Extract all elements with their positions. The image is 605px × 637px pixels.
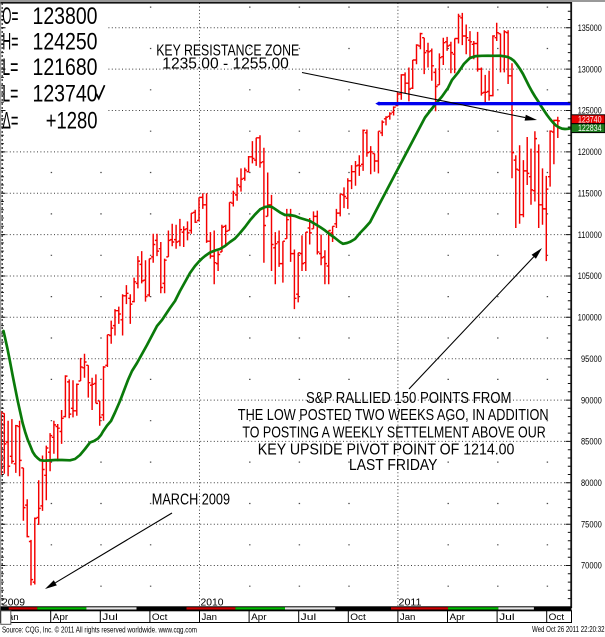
svg-text:THE LOW POSTED TWO WEEKS AGO,: THE LOW POSTED TWO WEEKS AGO, IN ADDITIO… — [238, 407, 549, 424]
svg-text:Jul: Jul — [102, 612, 118, 622]
svg-text:135000: 135000 — [578, 23, 602, 33]
svg-text:80000: 80000 — [581, 478, 602, 488]
svg-text:Jul: Jul — [499, 612, 515, 622]
svg-text:S&P RALLIED 150 POINTS FROM: S&P RALLIED 150 POINTS FROM — [306, 390, 512, 407]
svg-text:70000: 70000 — [581, 561, 602, 571]
svg-text:2011: 2011 — [399, 598, 422, 609]
svg-text:Wed Oct 26 2011 22:20:32: Wed Oct 26 2011 22:20:32 — [532, 624, 605, 634]
svg-text:MARCH 2009: MARCH 2009 — [152, 492, 230, 509]
svg-text:KEY UPSIDE PIVOT POINT OF 1214: KEY UPSIDE PIVOT POINT OF 1214.00 — [258, 441, 515, 458]
svg-text:75000: 75000 — [581, 519, 602, 529]
svg-text:Apr: Apr — [53, 612, 69, 622]
svg-text:L=: L= — [2, 80, 18, 107]
svg-text:110000: 110000 — [578, 230, 602, 240]
svg-text:85000: 85000 — [581, 437, 602, 447]
svg-text:+1280: +1280 — [46, 107, 98, 134]
svg-text:Source: CQG, Inc. © 2011 All r: Source: CQG, Inc. © 2011 All rights rese… — [2, 625, 197, 635]
svg-text:95000: 95000 — [581, 354, 602, 364]
svg-text:123800: 123800 — [33, 3, 98, 30]
svg-text:Oct: Oct — [350, 612, 366, 622]
svg-text:1235.00 - 1255.00: 1235.00 - 1255.00 — [162, 56, 289, 73]
svg-text:Apr: Apr — [251, 612, 267, 622]
svg-text:90000: 90000 — [581, 395, 602, 405]
svg-text:Oct: Oct — [549, 612, 565, 622]
svg-text:LAST FRIDAY: LAST FRIDAY — [349, 457, 438, 474]
svg-text:120000: 120000 — [578, 147, 602, 157]
svg-text:2010: 2010 — [201, 598, 224, 609]
svg-text:Δ=: Δ= — [2, 107, 18, 134]
svg-text:100000: 100000 — [578, 313, 602, 323]
svg-text:L=: L= — [2, 54, 18, 81]
svg-text:H=: H= — [2, 28, 18, 55]
svg-text:125000: 125000 — [578, 106, 602, 116]
svg-text:KEY RESISTANCE ZONE: KEY RESISTANCE ZONE — [156, 42, 299, 59]
svg-text:2009: 2009 — [2, 598, 25, 609]
svg-text:105000: 105000 — [578, 271, 602, 281]
svg-text:130000: 130000 — [578, 64, 602, 74]
svg-text:Jul: Jul — [301, 612, 317, 622]
svg-text:TO POSTING A WEEKLY SETTELMENT: TO POSTING A WEEKLY SETTELMENT ABOVE OUR — [242, 424, 545, 441]
svg-text:124250: 124250 — [33, 28, 98, 55]
svg-text:Apr: Apr — [450, 612, 466, 622]
svg-text:123740: 123740 — [33, 80, 98, 107]
svg-text:121680: 121680 — [33, 54, 98, 81]
svg-text:Oct: Oct — [152, 612, 168, 622]
svg-text:Jan: Jan — [202, 612, 218, 622]
svg-text:O=: O= — [2, 3, 18, 30]
svg-text:Jan: Jan — [400, 612, 416, 622]
svg-text:115000: 115000 — [578, 188, 602, 198]
svg-text:122834: 122834 — [578, 123, 602, 133]
svg-text:123740: 123740 — [578, 114, 602, 124]
